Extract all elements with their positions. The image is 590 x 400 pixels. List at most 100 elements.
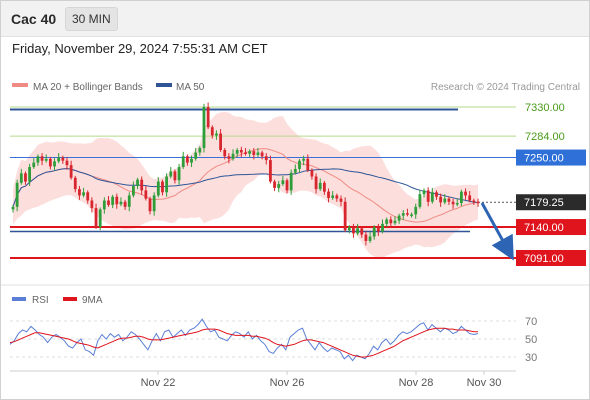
- timeframe-button[interactable]: 30 MIN: [65, 7, 118, 31]
- level-label-7284-00: 7284.00: [525, 131, 565, 143]
- candle-body: [61, 157, 65, 161]
- ma9-legend-swatch: [63, 297, 77, 301]
- candle-body: [393, 220, 397, 224]
- rsi-ma9-line: [9, 327, 478, 358]
- candle-body: [173, 171, 177, 181]
- candle-body: [107, 200, 110, 205]
- candle-body: [310, 170, 314, 177]
- candle-body: [289, 172, 293, 191]
- candle-body: [376, 227, 380, 232]
- candle-body: [181, 156, 185, 168]
- candle-body: [281, 180, 285, 185]
- candle-body: [277, 184, 281, 188]
- x-label-nov-28: Nov 28: [399, 377, 434, 389]
- candle-body: [219, 133, 222, 150]
- header-bar: Cac 40 30 MIN: [0, 0, 590, 37]
- candle-body: [98, 209, 102, 228]
- level-label-box-7091-00: [516, 250, 586, 266]
- candle-body: [368, 236, 372, 241]
- candle-body: [269, 160, 272, 182]
- candle-body: [215, 133, 218, 136]
- candle-body: [244, 152, 247, 154]
- candle-body: [115, 196, 119, 205]
- candle-body: [273, 181, 276, 188]
- candle-body: [11, 206, 15, 210]
- candle-body: [111, 196, 115, 205]
- candle-body: [352, 227, 355, 234]
- candle-body: [156, 181, 160, 196]
- candle-body: [430, 192, 434, 202]
- candle-body: [426, 190, 430, 202]
- ma50-legend-swatch: [156, 83, 172, 87]
- candle-body: [339, 198, 343, 202]
- candle-body: [161, 181, 164, 193]
- candle-body: [256, 152, 260, 156]
- candle-body: [455, 203, 459, 205]
- candle-body: [127, 195, 131, 207]
- candle-body: [410, 214, 413, 216]
- candle-body: [451, 201, 455, 205]
- ma20-legend-swatch: [12, 83, 28, 87]
- ma20-legend-label: MA 20 + Bollinger Bands: [33, 82, 143, 93]
- rsi-pane: 70 50 30: [9, 316, 537, 364]
- x-label-nov-30: Nov 30: [467, 377, 502, 389]
- candle-body: [381, 223, 384, 232]
- rsi-legend-label: RSI: [32, 295, 49, 306]
- level-label-box-7179-25: [516, 194, 586, 211]
- candle-body: [418, 194, 422, 207]
- level-label-7091-00: 7091.00: [524, 253, 564, 265]
- candle-body: [343, 201, 347, 231]
- candle-body: [86, 192, 90, 201]
- candle-body: [32, 162, 36, 168]
- candle-body: [144, 190, 148, 199]
- candle-body: [476, 201, 480, 204]
- candle-body: [293, 168, 297, 173]
- candle-body: [322, 182, 326, 192]
- candle-body: [459, 191, 463, 204]
- candle-body: [472, 200, 476, 203]
- level-label-7250-00: 7250.00: [524, 153, 564, 165]
- x-label-nov-22: Nov 22: [141, 377, 176, 389]
- candle-body: [136, 179, 139, 186]
- bollinger-bands: [13, 112, 478, 259]
- candle-body: [360, 228, 364, 235]
- candle-body: [148, 198, 152, 212]
- candle-body: [447, 198, 451, 202]
- candle-body: [48, 158, 52, 167]
- level-label-box-7250-00: [516, 149, 586, 166]
- candle-body: [190, 158, 193, 163]
- candle-body: [414, 206, 418, 215]
- candle-body: [468, 195, 472, 201]
- candle-body: [78, 189, 81, 196]
- candle-body: [53, 161, 56, 167]
- annotations: [480, 202, 514, 261]
- candle-body: [57, 157, 61, 162]
- candle-body: [443, 198, 447, 203]
- candle-body: [185, 156, 189, 163]
- candle-body: [231, 153, 235, 159]
- candle-body: [327, 191, 330, 198]
- level-label-box-7140-00: [516, 219, 586, 236]
- rsi-tick-50: 50: [525, 334, 537, 346]
- level-lines: [10, 106, 516, 259]
- candle-body: [347, 227, 351, 231]
- x-label-nov-26: Nov 26: [270, 377, 305, 389]
- ma9-legend-label: 9MA: [82, 295, 103, 306]
- candle-body: [65, 160, 69, 166]
- rsi-tick-30: 30: [525, 352, 537, 364]
- candle-body: [177, 167, 181, 181]
- candle-body: [102, 200, 106, 210]
- candle-body: [331, 195, 335, 198]
- candle-body: [314, 176, 318, 190]
- candle-body: [260, 152, 264, 157]
- candle-body: [264, 156, 268, 161]
- candle-body: [306, 158, 310, 171]
- candle-body: [210, 127, 214, 136]
- instrument-title: Cac 40: [11, 11, 57, 27]
- candle-body: [165, 176, 169, 193]
- candle-body: [422, 190, 426, 195]
- candle-body: [94, 208, 98, 228]
- candle-body: [44, 158, 48, 161]
- candle-body: [202, 107, 206, 149]
- candle-body: [73, 177, 77, 190]
